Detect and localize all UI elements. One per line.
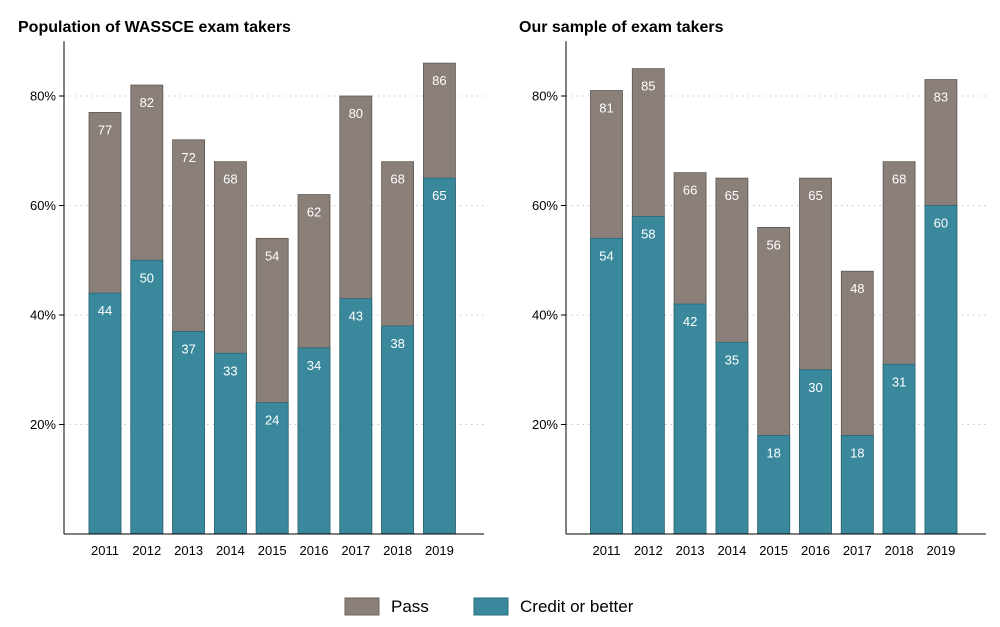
x-tick-label: 2016 bbox=[300, 543, 329, 558]
data-label-pass: 66 bbox=[683, 183, 697, 198]
data-label-credit: 33 bbox=[223, 363, 237, 378]
x-tick-label: 2016 bbox=[801, 543, 830, 558]
x-tick-label: 2017 bbox=[341, 543, 370, 558]
data-label-credit: 31 bbox=[892, 374, 906, 389]
data-label-pass: 86 bbox=[432, 73, 446, 88]
data-label-credit: 24 bbox=[265, 413, 279, 428]
x-tick-label: 2012 bbox=[132, 543, 161, 558]
y-tick-label: 80% bbox=[532, 89, 558, 104]
legend: Pass Credit or better bbox=[344, 597, 634, 616]
bar-credit bbox=[715, 341, 749, 535]
bar-credit bbox=[590, 237, 623, 535]
data-label-credit: 18 bbox=[850, 445, 864, 460]
x-tick-label: 2019 bbox=[425, 543, 454, 558]
x-tick-label: 2013 bbox=[676, 543, 705, 558]
legend-label-pass: Pass bbox=[391, 597, 429, 616]
data-label-pass: 68 bbox=[892, 172, 906, 187]
panel-title: Our sample of exam takers bbox=[519, 19, 724, 36]
x-tick-label: 2015 bbox=[759, 543, 788, 558]
bar-credit bbox=[631, 216, 665, 535]
bar-credit bbox=[840, 435, 874, 535]
data-label-credit: 65 bbox=[432, 188, 446, 203]
panel-population: Population of WASSCE exam takers 20% 40% 6… bbox=[18, 19, 484, 558]
data-label-pass: 65 bbox=[808, 188, 822, 203]
bar-credit bbox=[799, 369, 832, 535]
data-label-pass: 56 bbox=[766, 237, 780, 252]
data-label-pass: 65 bbox=[725, 188, 739, 203]
data-label-credit: 30 bbox=[808, 380, 822, 395]
data-label-credit: 58 bbox=[641, 226, 655, 241]
y-tick-label: 20% bbox=[532, 417, 558, 432]
bar-credit bbox=[130, 259, 164, 535]
bar-credit bbox=[339, 298, 373, 535]
data-label-pass: 83 bbox=[934, 90, 948, 105]
data-label-credit: 43 bbox=[349, 309, 363, 324]
y-tick-label: 60% bbox=[532, 198, 558, 213]
bar-credit bbox=[757, 435, 791, 535]
y-tick-label: 60% bbox=[30, 198, 56, 213]
data-label-credit: 18 bbox=[766, 445, 780, 460]
data-label-credit: 60 bbox=[934, 216, 948, 231]
data-label-pass: 72 bbox=[181, 150, 195, 165]
x-tick-label: 2018 bbox=[383, 543, 412, 558]
data-label-credit: 37 bbox=[181, 341, 195, 356]
y-tick-label: 20% bbox=[30, 417, 56, 432]
y-tick-label: 40% bbox=[532, 308, 558, 323]
data-label-pass: 81 bbox=[599, 101, 613, 116]
x-tick-label: 2014 bbox=[717, 543, 746, 558]
data-label-pass: 48 bbox=[850, 281, 864, 296]
x-tick-label: 2011 bbox=[593, 543, 621, 558]
data-label-credit: 50 bbox=[140, 270, 154, 285]
legend-label-credit: Credit or better bbox=[520, 597, 634, 616]
x-tick-label: 2019 bbox=[926, 543, 955, 558]
bar-credit bbox=[882, 363, 916, 535]
y-tick-label: 40% bbox=[30, 308, 56, 323]
data-label-pass: 80 bbox=[349, 106, 363, 121]
y-tick-label: 80% bbox=[30, 89, 56, 104]
bar-credit bbox=[924, 205, 958, 535]
legend-swatch-pass bbox=[344, 597, 380, 616]
x-tick-label: 2014 bbox=[216, 543, 245, 558]
data-label-credit: 38 bbox=[390, 336, 404, 351]
bar-credit bbox=[255, 402, 289, 535]
data-label-pass: 68 bbox=[390, 172, 404, 187]
data-label-credit: 54 bbox=[599, 248, 613, 263]
data-label-pass: 68 bbox=[223, 172, 237, 187]
x-tick-label: 2013 bbox=[174, 543, 203, 558]
x-tick-label: 2018 bbox=[885, 543, 914, 558]
data-label-pass: 62 bbox=[307, 205, 321, 220]
bar-credit bbox=[297, 347, 331, 535]
bar-credit bbox=[88, 292, 122, 535]
data-label-credit: 35 bbox=[725, 352, 739, 367]
data-label-credit: 44 bbox=[98, 303, 112, 318]
data-label-pass: 82 bbox=[140, 95, 154, 110]
data-label-pass: 85 bbox=[641, 79, 655, 94]
x-tick-label: 2015 bbox=[258, 543, 287, 558]
legend-swatch-credit bbox=[473, 597, 509, 616]
bar-credit bbox=[422, 177, 456, 535]
bar-credit bbox=[213, 352, 247, 535]
x-tick-label: 2012 bbox=[634, 543, 663, 558]
bar-credit bbox=[172, 331, 206, 535]
data-label-credit: 34 bbox=[307, 358, 321, 373]
bar-credit bbox=[673, 303, 707, 535]
x-tick-label: 2011 bbox=[91, 543, 119, 558]
data-label-pass: 54 bbox=[265, 248, 279, 263]
panel-title: Population of WASSCE exam takers bbox=[18, 19, 291, 36]
data-label-pass: 77 bbox=[98, 122, 112, 137]
bar-credit bbox=[381, 325, 415, 535]
data-label-credit: 42 bbox=[683, 314, 697, 329]
x-tick-label: 2017 bbox=[843, 543, 872, 558]
panel-sample: Our sample of exam takers 20% 40% 60% 80% 81… bbox=[519, 19, 986, 558]
